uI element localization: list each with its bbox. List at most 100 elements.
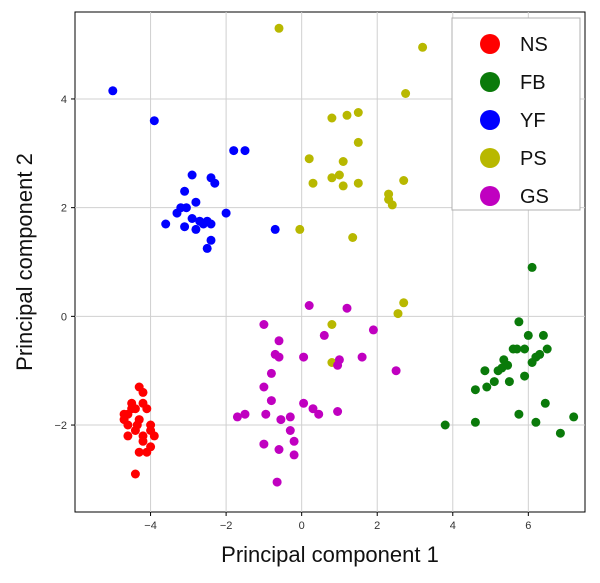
data-point xyxy=(123,431,133,441)
data-point xyxy=(289,436,299,446)
data-point xyxy=(285,426,295,435)
data-point xyxy=(187,214,197,223)
data-point xyxy=(535,349,545,359)
legend-marker xyxy=(480,34,500,54)
x-tick-label: 4 xyxy=(450,520,456,532)
data-point xyxy=(368,325,378,335)
x-tick-label: 0 xyxy=(299,520,305,532)
data-point xyxy=(274,23,284,33)
data-point xyxy=(531,417,541,427)
data-point xyxy=(229,146,239,156)
data-point xyxy=(274,352,284,362)
data-point xyxy=(327,320,337,329)
data-point xyxy=(357,352,367,362)
data-point xyxy=(338,181,348,191)
data-point xyxy=(512,344,522,354)
series-fb xyxy=(440,262,579,438)
data-point xyxy=(334,170,344,180)
data-point xyxy=(119,415,129,425)
data-point xyxy=(259,382,269,392)
data-point xyxy=(391,366,401,376)
y-tick-label: 2 xyxy=(61,203,67,215)
data-point xyxy=(206,235,216,245)
x-tick-label: 6 xyxy=(525,520,531,532)
legend-label: YF xyxy=(520,110,546,132)
data-point xyxy=(353,178,363,188)
data-point xyxy=(401,89,411,98)
data-point xyxy=(127,398,137,408)
data-point xyxy=(333,407,343,416)
data-point xyxy=(266,368,276,378)
data-point xyxy=(202,243,212,253)
data-point xyxy=(482,382,492,392)
data-point xyxy=(266,396,276,406)
data-point xyxy=(138,398,148,408)
data-point xyxy=(540,398,550,408)
data-point xyxy=(274,445,284,454)
data-point xyxy=(134,447,144,457)
data-point xyxy=(270,224,280,234)
data-point xyxy=(304,301,314,310)
data-point xyxy=(232,412,242,422)
data-point xyxy=(440,420,450,430)
data-point xyxy=(299,352,309,362)
data-point xyxy=(569,412,579,422)
data-point xyxy=(295,224,305,234)
data-point xyxy=(210,178,220,188)
x-axis-title: Principal component 1 xyxy=(221,542,439,567)
data-point xyxy=(308,404,318,414)
data-point xyxy=(542,344,552,354)
data-point xyxy=(333,360,343,370)
data-point xyxy=(240,146,250,156)
data-point xyxy=(161,219,171,229)
legend-label: FB xyxy=(520,72,546,94)
data-point xyxy=(327,113,337,123)
points-layer xyxy=(108,23,579,487)
data-point xyxy=(299,398,309,408)
y-tick-label: 4 xyxy=(61,94,67,106)
data-point xyxy=(353,137,363,147)
data-point xyxy=(520,371,530,381)
data-point xyxy=(538,330,548,340)
data-point xyxy=(314,409,324,419)
data-point xyxy=(523,330,533,340)
data-point xyxy=(180,186,190,196)
data-point xyxy=(399,176,409,185)
data-point xyxy=(274,336,284,346)
data-point xyxy=(338,157,348,166)
data-point xyxy=(259,320,269,329)
data-point xyxy=(221,208,231,218)
data-point xyxy=(348,233,358,242)
data-point xyxy=(276,415,286,425)
data-point xyxy=(187,170,197,180)
legend-label: GS xyxy=(520,186,549,208)
data-point xyxy=(504,377,514,387)
data-point xyxy=(393,309,403,319)
data-point xyxy=(555,428,565,438)
data-point xyxy=(470,385,480,395)
legend-marker xyxy=(480,148,500,168)
data-point xyxy=(138,387,148,397)
x-tick-label: 2 xyxy=(374,520,380,532)
series-yf xyxy=(108,86,280,253)
data-point xyxy=(342,303,352,313)
data-point xyxy=(259,439,269,449)
data-point xyxy=(470,417,480,427)
data-point xyxy=(180,222,190,232)
data-point xyxy=(149,116,159,126)
data-point xyxy=(132,420,142,430)
y-tick-label: −2 xyxy=(54,420,67,432)
x-tick-label: −4 xyxy=(144,520,157,532)
legend-marker xyxy=(480,186,500,206)
legend-box xyxy=(451,17,581,211)
data-point xyxy=(206,219,216,229)
legend-label: PS xyxy=(520,148,547,170)
data-point xyxy=(285,412,295,422)
data-point xyxy=(503,360,513,370)
data-point xyxy=(480,366,490,376)
data-point xyxy=(142,447,152,457)
data-point xyxy=(240,409,250,419)
data-point xyxy=(353,108,363,117)
data-point xyxy=(191,197,201,207)
